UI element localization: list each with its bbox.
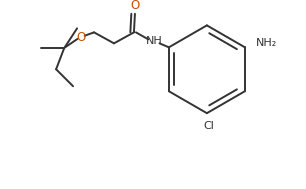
Text: NH₂: NH₂ [256, 38, 277, 48]
Text: O: O [76, 31, 86, 44]
Text: O: O [130, 0, 140, 12]
Text: Cl: Cl [203, 121, 214, 131]
Text: NH: NH [146, 36, 162, 46]
